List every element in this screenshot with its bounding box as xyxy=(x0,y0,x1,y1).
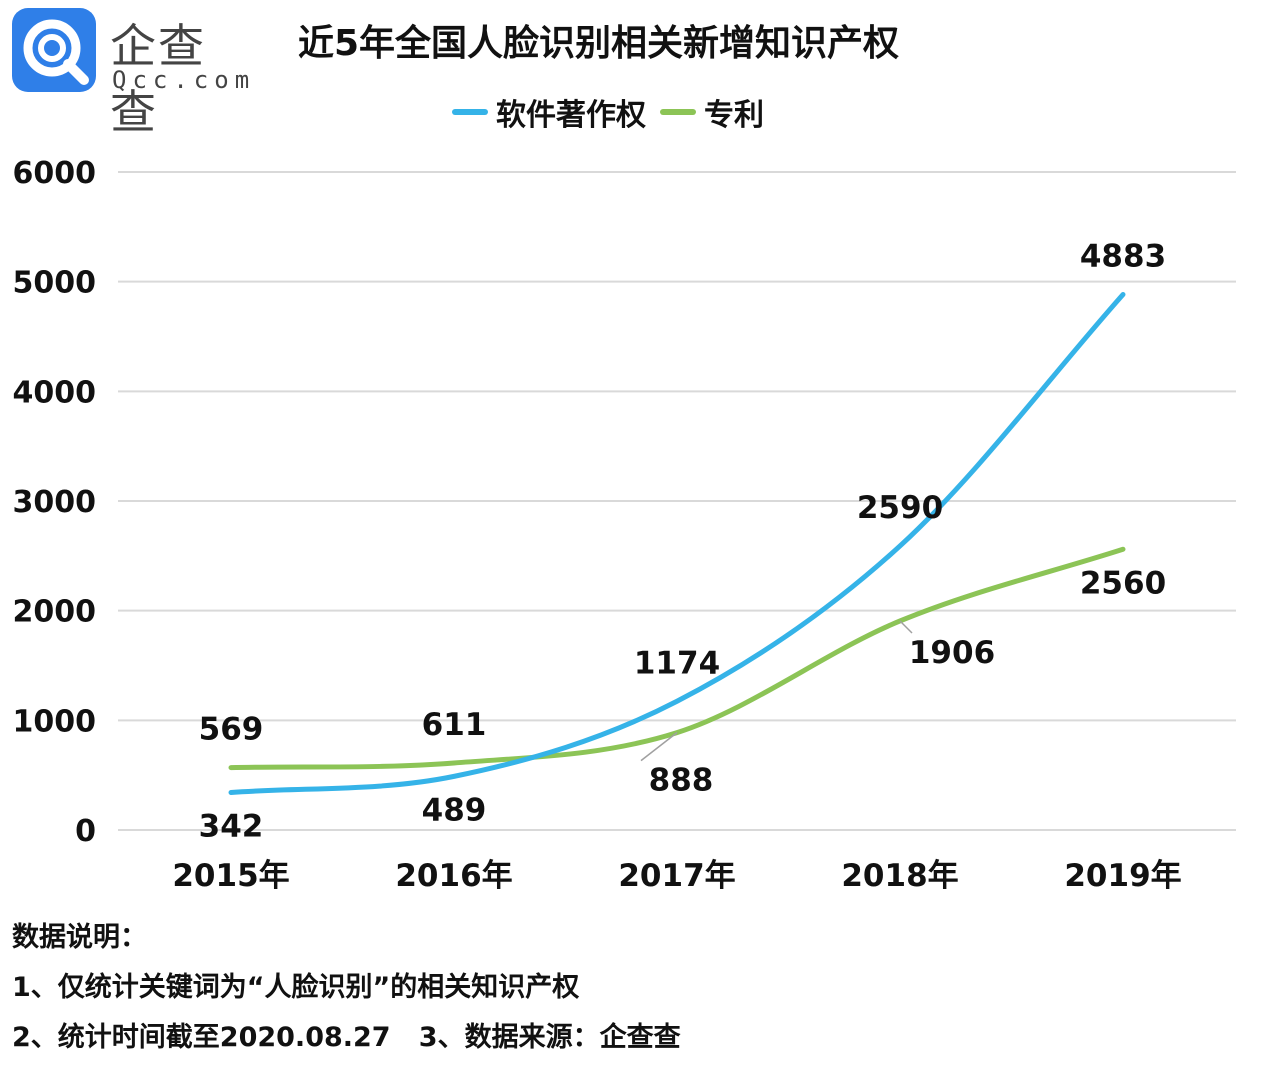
y-tick-label-3000: 3000 xyxy=(13,485,97,520)
data-label-software-copyright-2: 1174 xyxy=(634,645,720,681)
legend-swatch-software-copyright xyxy=(452,109,488,115)
x-tick-label-3: 2018年 xyxy=(841,858,958,894)
x-axis-ticks: 2015年 2016年 2017年 2018年 2019年 xyxy=(172,858,1181,894)
y-tick-label-0: 0 xyxy=(75,814,96,849)
leader-patent-2 xyxy=(640,732,678,762)
data-label-software-copyright-3: 2590 xyxy=(857,490,943,526)
notes-line-2: 2、统计时间截至2020.08.27 3、数据来源：企查查 xyxy=(12,1022,681,1053)
data-label-software-copyright-0: 342 xyxy=(199,808,264,844)
y-tick-label-2000: 2000 xyxy=(13,595,97,630)
grid-lines xyxy=(118,171,1236,831)
data-label-patent-2: 888 xyxy=(649,763,714,799)
x-tick-label-4: 2019年 xyxy=(1064,858,1181,894)
x-tick-label-0: 2015年 xyxy=(172,858,289,894)
qcc-logo-icon xyxy=(12,8,96,92)
notes-heading: 数据说明： xyxy=(12,922,147,953)
data-label-patent-4: 2560 xyxy=(1080,565,1166,601)
data-label-patent-1: 611 xyxy=(422,707,487,743)
data-label-patent-3: 1906 xyxy=(909,635,995,671)
chart-legend: 软件著作权 专利 xyxy=(452,90,778,134)
legend-label-software-copyright: 软件著作权 xyxy=(496,98,646,133)
brand-name-en: Qcc.com xyxy=(112,66,256,94)
brand-name-cn: 企查查 xyxy=(110,19,206,139)
legend-swatch-patent xyxy=(660,109,696,115)
y-axis-ticks: 0 1000 2000 3000 4000 5000 6000 xyxy=(13,156,97,849)
series-lines xyxy=(228,291,1126,795)
y-tick-label-6000: 6000 xyxy=(13,156,97,191)
legend-item-patent: 专利 xyxy=(660,90,764,134)
y-tick-label-5000: 5000 xyxy=(13,266,97,301)
x-tick-label-2: 2017年 xyxy=(618,858,735,894)
brand-logo: 企查查 Qcc.com xyxy=(12,8,256,139)
data-label-patent-0: 569 xyxy=(199,712,264,748)
y-tick-label-1000: 1000 xyxy=(13,704,97,739)
x-tick-label-1: 2016年 xyxy=(395,858,512,894)
legend-item-software-copyright: 软件著作权 xyxy=(452,90,646,134)
label-leader-lines xyxy=(640,620,913,762)
data-label-software-copyright-1: 489 xyxy=(422,792,487,828)
leader-patent-3 xyxy=(899,620,913,634)
y-tick-label-4000: 4000 xyxy=(13,375,97,410)
series-line-software-copyright xyxy=(228,291,1126,795)
data-labels: 342 489 1174 2590 4883 569 611 888 1906 2560 xyxy=(199,238,1167,844)
series-line-patent xyxy=(228,546,1126,771)
legend-label-patent: 专利 xyxy=(704,98,764,133)
chart-title: 近5年全国人脸识别相关新增知识产权 xyxy=(298,23,900,64)
notes-line-1: 1、仅统计关键词为“人脸识别”的相关知识产权 xyxy=(12,972,580,1003)
data-label-software-copyright-4: 4883 xyxy=(1080,238,1166,274)
data-notes: 数据说明： 1、仅统计关键词为“人脸识别”的相关知识产权 2、统计时间截至202… xyxy=(12,918,681,1068)
